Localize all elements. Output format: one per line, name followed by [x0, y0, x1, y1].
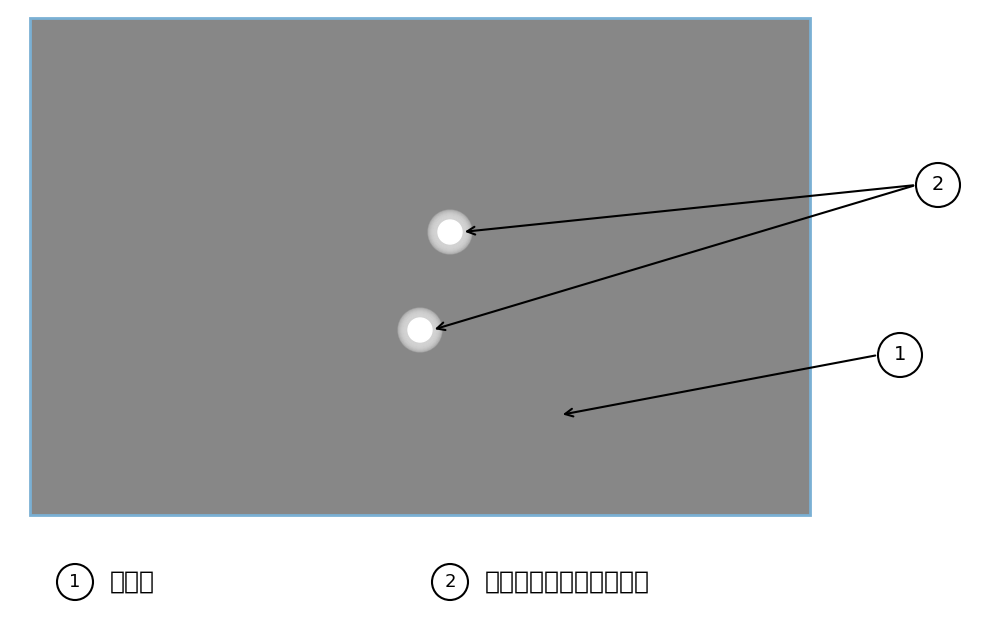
- Circle shape: [434, 216, 466, 248]
- Circle shape: [429, 211, 471, 253]
- Text: 背景色: 背景色: [110, 570, 155, 594]
- Circle shape: [398, 308, 442, 352]
- Circle shape: [916, 163, 960, 207]
- Circle shape: [433, 215, 467, 249]
- Circle shape: [408, 318, 432, 342]
- Circle shape: [438, 220, 462, 244]
- Circle shape: [878, 333, 922, 377]
- Text: 2: 2: [444, 573, 456, 591]
- Circle shape: [404, 314, 436, 346]
- Circle shape: [400, 310, 440, 350]
- Text: 具有荧光信号的血红细胞: 具有荧光信号的血红细胞: [485, 570, 650, 594]
- Circle shape: [432, 214, 468, 250]
- Circle shape: [403, 313, 437, 347]
- Circle shape: [399, 309, 441, 351]
- Circle shape: [435, 217, 465, 247]
- Circle shape: [428, 210, 472, 254]
- Text: 2: 2: [932, 176, 944, 195]
- Circle shape: [432, 564, 468, 600]
- Text: 1: 1: [894, 346, 906, 365]
- Circle shape: [431, 213, 469, 251]
- Circle shape: [57, 564, 93, 600]
- Circle shape: [402, 312, 438, 348]
- Circle shape: [401, 311, 439, 349]
- Bar: [30, 18, 810, 515]
- Circle shape: [430, 212, 470, 252]
- Circle shape: [405, 315, 435, 345]
- Text: 1: 1: [69, 573, 81, 591]
